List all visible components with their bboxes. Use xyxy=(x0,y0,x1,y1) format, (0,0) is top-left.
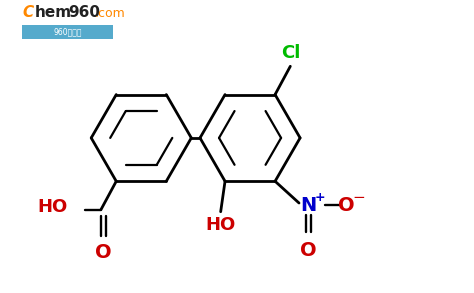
Text: N: N xyxy=(301,196,317,215)
Text: C: C xyxy=(23,5,34,21)
Text: Cl: Cl xyxy=(282,44,301,62)
Text: .com: .com xyxy=(95,7,126,21)
Text: O: O xyxy=(95,243,111,263)
Text: hem: hem xyxy=(35,5,72,21)
Text: 960化工网: 960化工网 xyxy=(54,27,82,36)
Text: O: O xyxy=(338,196,355,215)
Text: 960: 960 xyxy=(69,5,100,21)
Text: O: O xyxy=(300,241,317,260)
Text: HO: HO xyxy=(37,198,67,216)
Text: +: + xyxy=(314,191,325,204)
FancyBboxPatch shape xyxy=(22,25,113,39)
Text: HO: HO xyxy=(206,216,236,234)
Text: −: − xyxy=(352,190,365,205)
